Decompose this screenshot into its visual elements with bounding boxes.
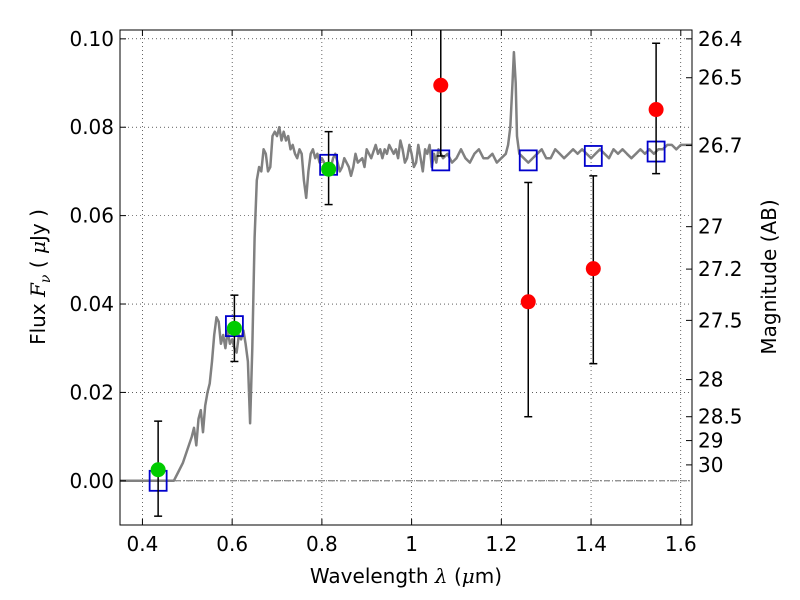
- y2-tick-label: 27.5: [698, 308, 743, 332]
- y2-tick-label: 27.2: [698, 257, 743, 281]
- x-tick-label: 1: [405, 532, 418, 556]
- y-tick-label: 0.10: [69, 27, 114, 51]
- y-tick-label: 0.02: [69, 380, 114, 404]
- y2-tick-label: 30: [698, 453, 723, 477]
- data-point: [585, 261, 601, 277]
- tick-marks: [120, 30, 692, 525]
- model-square-marker: [518, 149, 538, 172]
- model-square-marker: [583, 145, 603, 167]
- grid-lines: [120, 30, 692, 525]
- x-tick-label: 0.8: [306, 532, 338, 556]
- y2-tick-label: 26.4: [698, 27, 743, 51]
- data-point: [150, 462, 166, 478]
- data-point: [648, 102, 664, 118]
- x-tick-label: 1.4: [575, 532, 607, 556]
- x-tick-labels: 0.4 0.6 0.8 1 1.2 1.4 1.6: [127, 532, 697, 556]
- plot-frame: [119, 29, 693, 526]
- y-tick-label: 0.08: [69, 115, 114, 139]
- y2-tick-label: 27: [698, 215, 723, 239]
- y2-tick-label: 29: [698, 429, 723, 453]
- y2-axis-label: Magnitude (AB): [757, 199, 781, 354]
- y-tick-label: 0.00: [69, 469, 114, 493]
- y-tick-label: 0.04: [69, 292, 114, 316]
- data-point: [226, 320, 242, 336]
- plot-series: [120, 30, 692, 517]
- y-axis-label: Flux Fν ( μJy ): [26, 209, 54, 345]
- data-point: [321, 161, 337, 177]
- x-tick-label: 1.2: [485, 532, 517, 556]
- data-point: [433, 77, 449, 93]
- data-point: [520, 294, 536, 310]
- y2-tick-label: 26.5: [698, 66, 743, 90]
- x-tick-label: 0.4: [127, 532, 159, 556]
- x-axis-label: Wavelength λ (μm): [310, 564, 502, 588]
- x-tick-label: 0.6: [216, 532, 248, 556]
- y2-tick-label: 26.7: [698, 133, 743, 157]
- y-tick-labels: 0.00 0.02 0.04 0.06 0.08 0.10: [69, 27, 114, 493]
- y2-tick-label: 28.5: [698, 405, 743, 429]
- x-tick-label: 1.6: [665, 532, 697, 556]
- y2-tick-label: 28: [698, 368, 723, 392]
- spectrum-line: [120, 50, 692, 483]
- y-tick-label: 0.06: [69, 204, 114, 228]
